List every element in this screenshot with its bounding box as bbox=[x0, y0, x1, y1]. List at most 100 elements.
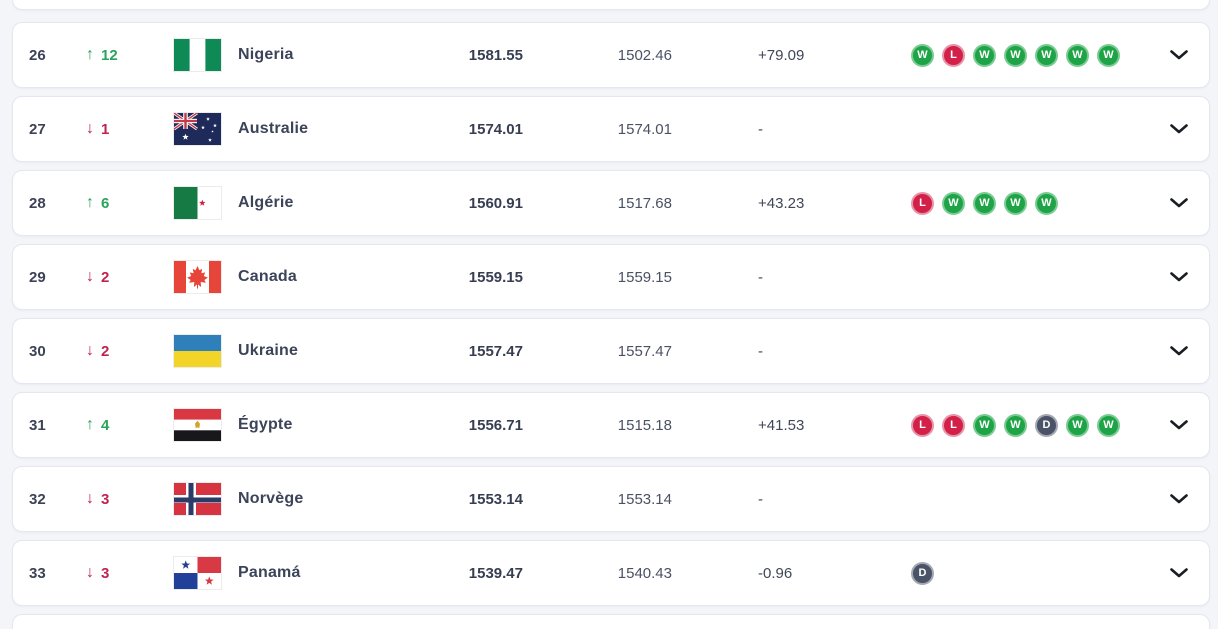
form-badge-w: W bbox=[1097, 413, 1120, 437]
movement-arrow-icon: ↓ bbox=[86, 268, 94, 285]
form-badge-w: W bbox=[1004, 43, 1027, 67]
form-badge-l: L bbox=[942, 43, 965, 67]
chevron-down-icon bbox=[1170, 494, 1188, 504]
chevron-down-icon bbox=[1170, 568, 1188, 578]
movement-value: 1 bbox=[101, 120, 110, 138]
ranking-row[interactable]: 32 ↓ 3 Norvège 1553.14 1553.14 - bbox=[12, 466, 1210, 532]
ranking-row[interactable]: 30 ↓ 2 Ukraine 1557.47 1557.47 - bbox=[12, 318, 1210, 384]
total-points: 1539.47 bbox=[468, 564, 523, 582]
form-badge-w: W bbox=[973, 191, 996, 215]
movement-value: 4 bbox=[101, 416, 110, 434]
expand-row-button[interactable] bbox=[1149, 50, 1209, 60]
ranking-row[interactable]: 29 ↓ 2 Canada 1559.15 1559.15 - bbox=[12, 244, 1210, 310]
rank-movement: ↑ 12 bbox=[68, 47, 174, 64]
form-badge-w: W bbox=[973, 413, 996, 437]
total-points: 1557.47 bbox=[468, 342, 523, 360]
form-badge-w: W bbox=[1066, 43, 1089, 67]
form-badge-w: W bbox=[1035, 191, 1058, 215]
points-change: +43.23 bbox=[758, 194, 805, 212]
movement-arrow-icon: ↓ bbox=[86, 564, 94, 581]
form-badge-l: L bbox=[942, 413, 965, 437]
expand-row-button[interactable] bbox=[1149, 494, 1209, 504]
movement-arrow-icon: ↑ bbox=[86, 46, 94, 63]
points-change: - bbox=[758, 490, 763, 508]
rank-movement: ↑ 4 bbox=[68, 417, 174, 434]
form-badge-l: L bbox=[911, 191, 934, 215]
ranking-row[interactable]: 26 ↑ 12 Nigeria 1581.55 1502.46 +79.09 W… bbox=[12, 22, 1210, 88]
movement-value: 6 bbox=[101, 194, 110, 212]
previous-points: 1557.47 bbox=[617, 342, 672, 360]
movement-arrow-icon: ↑ bbox=[86, 416, 94, 433]
previous-points: 1517.68 bbox=[617, 194, 672, 212]
country-name: Canada bbox=[238, 268, 297, 285]
country-flag-icon-ukraine bbox=[173, 334, 222, 368]
country-flag-icon-canada bbox=[173, 260, 222, 294]
movement-value: 12 bbox=[101, 46, 118, 64]
form-badge-w: W bbox=[1066, 413, 1089, 437]
movement-arrow-icon: ↓ bbox=[86, 490, 94, 507]
rank-value: 26 bbox=[29, 46, 46, 64]
rank-movement: ↓ 3 bbox=[68, 491, 174, 508]
rank-value: 33 bbox=[29, 564, 46, 582]
country-name: Norvège bbox=[238, 490, 304, 507]
movement-arrow-icon: ↑ bbox=[86, 194, 94, 211]
previous-points: 1553.14 bbox=[617, 490, 672, 508]
movement-value: 3 bbox=[101, 490, 110, 508]
expand-row-button[interactable] bbox=[1149, 272, 1209, 282]
form-badge-w: W bbox=[973, 43, 996, 67]
form-badge-d: D bbox=[911, 561, 934, 585]
expand-row-button[interactable] bbox=[1149, 346, 1209, 356]
form-badge-w: W bbox=[942, 191, 965, 215]
movement-arrow-icon: ↓ bbox=[86, 342, 94, 359]
form-badge-d: D bbox=[1035, 413, 1058, 437]
form-badge-l: L bbox=[911, 413, 934, 437]
next-row-partial bbox=[12, 614, 1210, 629]
expand-row-button[interactable] bbox=[1149, 420, 1209, 430]
points-change: -0.96 bbox=[758, 564, 793, 582]
movement-value: 2 bbox=[101, 342, 110, 360]
country-flag-icon-panama bbox=[173, 556, 222, 590]
previous-points: 1559.15 bbox=[617, 268, 672, 286]
total-points: 1553.14 bbox=[468, 490, 523, 508]
rank-value: 29 bbox=[29, 268, 46, 286]
rank-value: 32 bbox=[29, 490, 46, 508]
total-points: 1560.91 bbox=[468, 194, 523, 212]
country-flag-icon-australia bbox=[173, 112, 222, 146]
previous-points: 1515.18 bbox=[617, 416, 672, 434]
country-flag-icon-nigeria bbox=[173, 38, 222, 72]
chevron-down-icon bbox=[1170, 50, 1188, 60]
form-badge-w: W bbox=[911, 43, 934, 67]
chevron-down-icon bbox=[1170, 272, 1188, 282]
rank-movement: ↓ 2 bbox=[68, 269, 174, 286]
previous-points: 1574.01 bbox=[617, 120, 672, 138]
expand-row-button[interactable] bbox=[1149, 124, 1209, 134]
chevron-down-icon bbox=[1170, 124, 1188, 134]
country-name: Algérie bbox=[238, 194, 294, 211]
points-change: +41.53 bbox=[758, 416, 805, 434]
previous-points: 1502.46 bbox=[617, 46, 672, 64]
total-points: 1581.55 bbox=[468, 46, 523, 64]
expand-row-button[interactable] bbox=[1149, 568, 1209, 578]
country-name: Australie bbox=[238, 120, 309, 137]
expand-row-button[interactable] bbox=[1149, 198, 1209, 208]
rank-value: 30 bbox=[29, 342, 46, 360]
rank-movement: ↓ 1 bbox=[68, 121, 174, 138]
points-change: - bbox=[758, 268, 763, 286]
recent-form: D bbox=[868, 561, 1149, 585]
ranking-row[interactable]: 33 ↓ 3 Panamá 1539.47 1540.43 -0.96 D bbox=[12, 540, 1210, 606]
rank-value: 31 bbox=[29, 416, 46, 434]
form-badge-w: W bbox=[1035, 43, 1058, 67]
chevron-down-icon bbox=[1170, 346, 1188, 356]
form-badge-w: W bbox=[1004, 191, 1027, 215]
points-change: - bbox=[758, 342, 763, 360]
country-name: Nigeria bbox=[238, 46, 294, 63]
country-flag-icon-algeria bbox=[173, 186, 222, 220]
country-name: Panamá bbox=[238, 564, 301, 581]
ranking-row[interactable]: 27 ↓ 1 Australie 1574.01 1574.01 - bbox=[12, 96, 1210, 162]
country-flag-icon-egypt bbox=[173, 408, 222, 442]
